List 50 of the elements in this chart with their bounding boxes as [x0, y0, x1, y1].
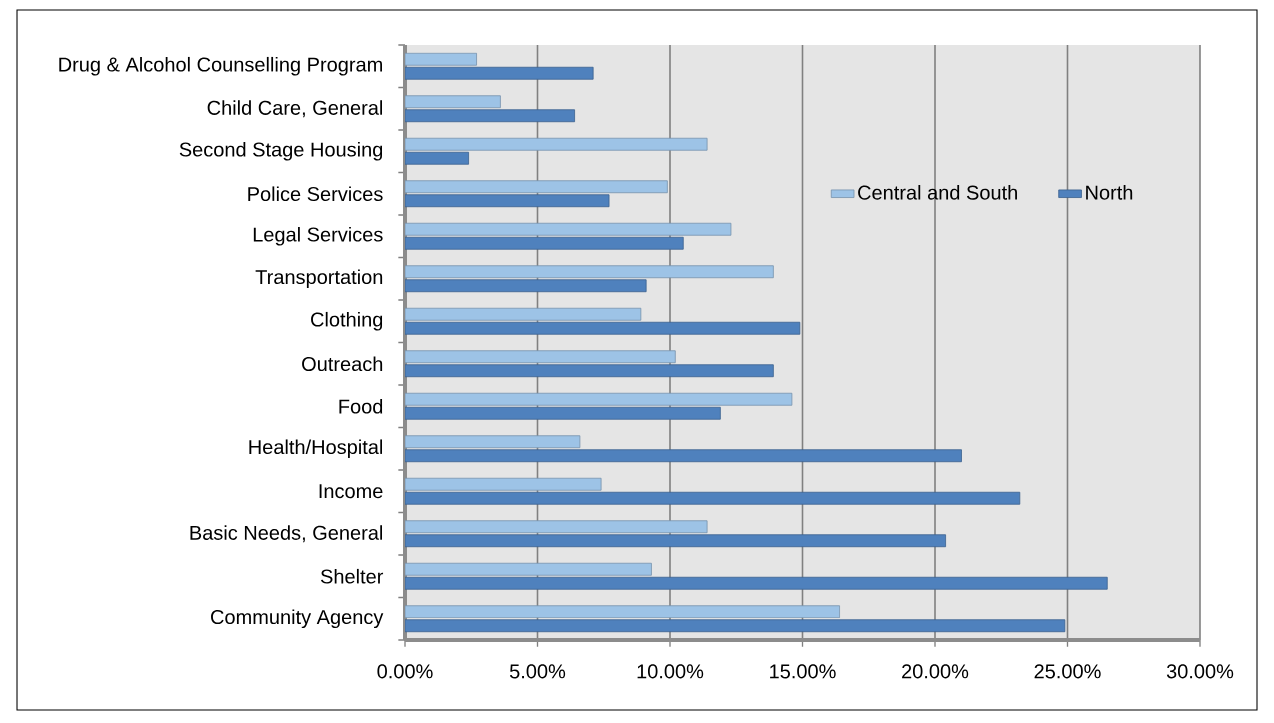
bar	[405, 321, 801, 335]
bar	[405, 562, 652, 576]
bar	[405, 222, 732, 236]
legend-label: North	[1086, 185, 1133, 200]
bar	[405, 491, 1021, 505]
bar	[405, 619, 1066, 633]
bar	[405, 392, 793, 406]
bar	[405, 435, 581, 449]
bar	[405, 520, 708, 534]
x-tick-label: 20.00%	[902, 664, 969, 679]
y-tick-label: Child Care, General	[207, 100, 383, 118]
y-tick-label: Police Services	[248, 186, 383, 202]
y-tick-label: Income	[319, 484, 383, 499]
bar	[405, 477, 602, 491]
y-tick-label: Second Stage Housing	[179, 141, 383, 161]
y-tick-label: Food	[339, 398, 383, 414]
bar	[405, 194, 610, 208]
bar	[405, 307, 642, 321]
bar	[405, 137, 708, 151]
bar	[405, 66, 594, 80]
x-tick-label: 10.00%	[637, 664, 704, 679]
y-tick-label: Health/Hospital	[249, 439, 383, 459]
y-tick-label: Transportation	[255, 269, 383, 289]
bar	[405, 180, 668, 194]
bar	[405, 350, 676, 364]
bar	[405, 605, 840, 619]
y-tick-label: Drug & Alcohol Counselling Program	[59, 56, 382, 76]
y-tick-label: Outreach	[302, 356, 383, 372]
y-tick-label: Community Agency	[211, 609, 384, 629]
legend-label: Central and South	[858, 185, 1017, 200]
bar	[405, 52, 477, 66]
bar	[405, 364, 774, 378]
bar	[405, 449, 962, 463]
bar	[405, 406, 721, 420]
y-tick-label: Legal Services	[253, 226, 383, 246]
y-tick-label: Clothing	[311, 311, 383, 331]
bar	[405, 109, 575, 123]
bar	[405, 236, 684, 250]
x-tick-label: 15.00%	[770, 664, 836, 679]
bar	[405, 534, 946, 548]
y-tick-label: Basic Needs, General	[190, 525, 383, 543]
x-tick-label: 30.00%	[1166, 664, 1234, 679]
x-tick-label: 25.00%	[1034, 664, 1101, 679]
bar	[405, 265, 774, 279]
bar	[405, 95, 501, 109]
bar	[405, 576, 1108, 590]
y-tick-label: Shelter	[320, 568, 384, 584]
x-tick-label: 5.00%	[509, 664, 566, 679]
bar	[405, 279, 647, 293]
x-tick-label: 0.00%	[377, 664, 433, 679]
